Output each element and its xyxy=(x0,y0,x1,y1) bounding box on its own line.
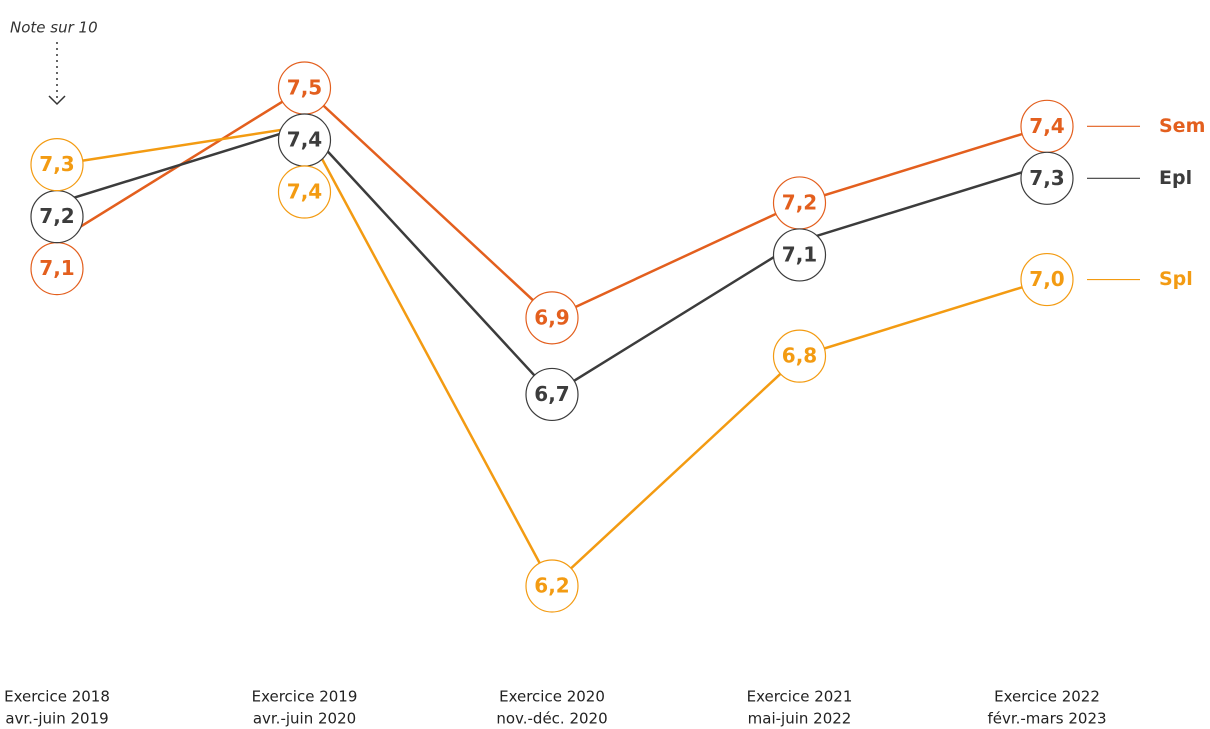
series-line xyxy=(56,124,1048,589)
point-circle xyxy=(525,559,579,613)
value-label: 6,9 xyxy=(534,305,569,329)
x-tick-label: Exercice 2020 xyxy=(499,688,605,706)
x-tick-label: févr.-mars 2023 xyxy=(987,710,1106,728)
point-circle xyxy=(1020,151,1074,205)
value-label: 7,0 xyxy=(1029,267,1064,291)
point-circle xyxy=(772,329,827,383)
x-tick-label: Exercice 2019 xyxy=(252,688,358,706)
value-label: 6,8 xyxy=(782,344,817,368)
legend-label: Epl xyxy=(1159,167,1192,189)
value-point: 7,4 xyxy=(1020,99,1074,153)
value-point: 6,8 xyxy=(772,329,827,383)
value-point: 7,2 xyxy=(772,176,827,230)
point-circle xyxy=(525,367,579,422)
point-circle xyxy=(30,138,84,192)
value-point: 7,1 xyxy=(772,228,827,282)
point-circle xyxy=(525,291,579,345)
value-point: 6,9 xyxy=(525,291,579,345)
value-point: 7,4 xyxy=(277,113,332,167)
arrow-head xyxy=(48,95,66,106)
value-label: 7,1 xyxy=(782,242,817,266)
x-tick-label: Exercice 2021 xyxy=(747,688,853,706)
point-circle xyxy=(772,228,827,282)
value-point: 7,4 xyxy=(277,165,332,219)
value-label: 7,2 xyxy=(39,204,74,228)
value-label: 7,4 xyxy=(287,128,322,152)
x-tick-label: avr.-juin 2020 xyxy=(253,710,356,728)
value-point: 7,3 xyxy=(30,138,84,192)
series-line xyxy=(56,86,1048,320)
value-label: 7,3 xyxy=(39,152,74,176)
x-tick-label: Exercice 2018 xyxy=(4,688,110,706)
value-label: 7,4 xyxy=(287,180,322,204)
value-point: 6,7 xyxy=(525,367,579,422)
point-circle xyxy=(1020,252,1074,307)
legend-label: Spl xyxy=(1159,268,1193,290)
legend-label: Sem xyxy=(1159,115,1205,137)
value-label: 6,2 xyxy=(534,573,569,597)
x-tick-label: mai-juin 2022 xyxy=(748,710,852,728)
point-circle xyxy=(277,165,332,219)
value-point: 7,2 xyxy=(30,190,84,244)
x-tick-label: Exercice 2022 xyxy=(994,688,1100,706)
x-tick-label: nov.-déc. 2020 xyxy=(496,710,607,728)
value-point: 7,3 xyxy=(1020,151,1074,205)
value-point: 7,1 xyxy=(30,242,84,296)
value-label: 7,5 xyxy=(287,76,322,100)
series-line xyxy=(56,124,1048,397)
y-label: Note sur 10 xyxy=(10,19,98,37)
value-label: 7,3 xyxy=(1029,166,1064,190)
value-point: 6,2 xyxy=(525,559,579,613)
x-tick-label: avr.-juin 2019 xyxy=(5,710,108,728)
value-label: 7,2 xyxy=(782,190,817,214)
value-point: 7,0 xyxy=(1020,252,1074,307)
value-label: 6,7 xyxy=(534,382,569,406)
value-label: 7,1 xyxy=(39,256,74,280)
value-point: 7,5 xyxy=(277,61,332,115)
value-label: 7,4 xyxy=(1029,114,1064,138)
